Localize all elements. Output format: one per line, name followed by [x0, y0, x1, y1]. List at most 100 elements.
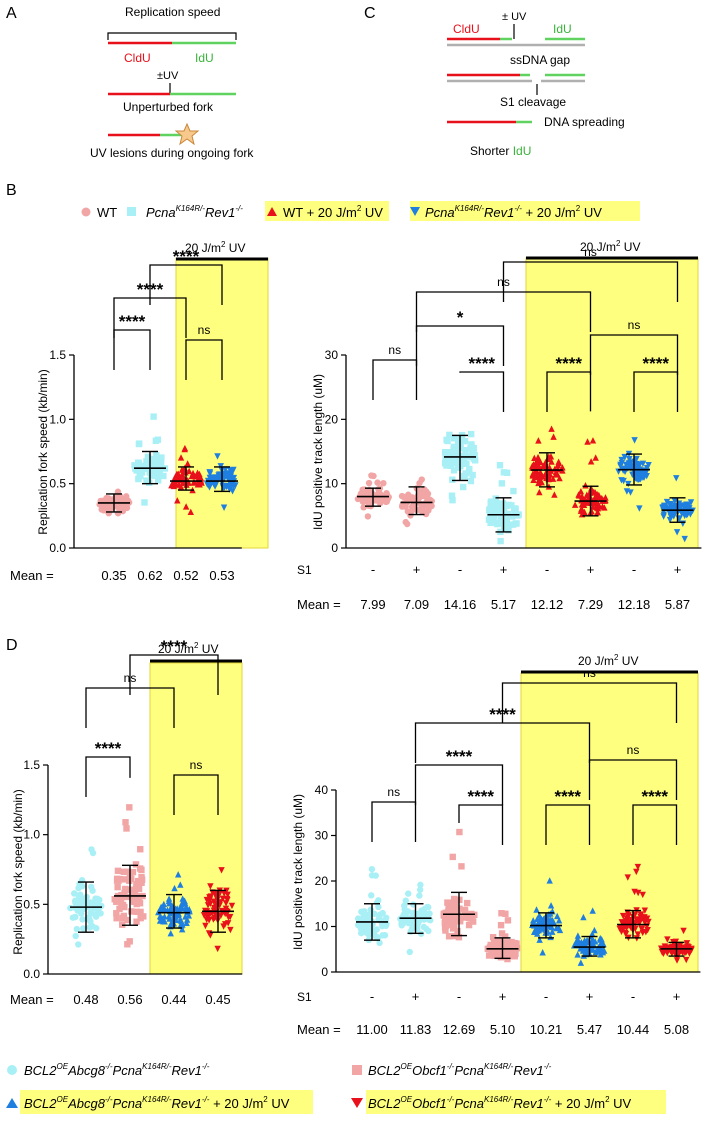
D-left-point: [133, 908, 140, 915]
D-left-point: [128, 908, 135, 915]
B-right-point: [618, 477, 625, 484]
B-left-point: [215, 472, 222, 479]
D-right-point: [677, 941, 684, 948]
lb3-abcg8: Abcg8: [67, 1096, 106, 1111]
D-left-point: [122, 885, 129, 893]
B-right-point: [601, 504, 608, 511]
B-left-point: [230, 474, 238, 482]
D-right-mean-value: 10.44: [617, 1022, 650, 1037]
D-right-point: [469, 911, 476, 919]
B-right-point: [660, 511, 668, 518]
D-right-point: [373, 899, 381, 906]
B-right-mean-value: 5.87: [665, 597, 690, 612]
B-right-point: [489, 518, 496, 525]
B-right-s1-label: S1: [297, 563, 312, 577]
D-right-point: [581, 947, 588, 954]
B-right-sig-label: ns: [628, 318, 641, 332]
D-left-point: [218, 867, 225, 874]
B-right-point: [470, 455, 478, 462]
B-right-ytick-label: 10: [325, 477, 339, 491]
B-left-point: [230, 466, 237, 474]
lb4-pcna-sup: K164R/-: [484, 1095, 514, 1104]
B-right-point: [618, 459, 626, 467]
B-left-point: [143, 462, 150, 469]
D-right-point: [535, 918, 542, 926]
B-right-ylabel: IdU positive track length (uM): [311, 374, 325, 530]
legend-top-combo-pcna-sup: K164R/-: [455, 204, 485, 213]
D-left-point: [207, 900, 214, 907]
lb3-rev: Rev1: [172, 1096, 202, 1111]
B-right-s1-sign: +: [413, 562, 421, 577]
legend-top-wt-uv: WT + 20 J/m2 UV: [283, 204, 383, 220]
B-right-point: [578, 505, 585, 512]
B-right-mean-value: 14.16: [444, 597, 477, 612]
B-right-uv-header-text: 20 J/m: [580, 240, 616, 254]
D-left-plot: 0.00.51.01.50.48 0.56 0.44 0.45****ns****ns: [23, 637, 243, 1007]
D-right-point: [589, 930, 596, 937]
B-right-point: [666, 500, 673, 508]
B-left-point: [210, 480, 217, 488]
lb2-pcna: Pcna: [454, 1063, 484, 1078]
lb4-rev: Rev1: [513, 1096, 543, 1111]
B-right-point: [589, 437, 597, 444]
D-left-point: [138, 879, 145, 886]
B-right-point: [548, 458, 555, 465]
B-left-point: [135, 440, 143, 447]
B-right-point: [487, 510, 494, 518]
D-right-point: [458, 863, 465, 870]
D-left-sig-label: ****: [161, 637, 188, 656]
B-right-s1-sign: +: [674, 562, 682, 577]
B-left-ytick-label: 0.0: [49, 541, 66, 555]
B-right-point: [536, 463, 543, 471]
B-left-point: [158, 454, 165, 461]
B-right-uv-header-sq: 2: [616, 239, 621, 248]
D-right-point: [408, 925, 416, 932]
B-right-point: [503, 515, 510, 523]
D-right-ylabel: IdU positive track length (uM): [291, 794, 305, 950]
D-left-point: [182, 903, 190, 910]
legend-top-pcna-marker: [127, 207, 136, 216]
D-left-point: [87, 909, 94, 916]
D-left-point: [166, 900, 173, 907]
B-right-point: [443, 449, 450, 456]
B-left-plot: 0.00.51.01.50.35 0.62 0.52 0.53************…: [49, 247, 242, 583]
B-right-point: [364, 513, 372, 520]
lb1-oe: OE: [57, 1062, 69, 1071]
D-right-s1-sign: +: [499, 989, 507, 1004]
D-right-point: [539, 949, 546, 956]
B-right-point: [536, 488, 543, 496]
lb4-bcl: BCL2: [368, 1096, 401, 1111]
panel-C-uv-label: ± UV: [502, 11, 527, 23]
B-right-point: [468, 441, 475, 448]
legend-top-wt-uv-text: WT + 20 J/m: [283, 205, 357, 220]
D-right-point: [488, 948, 495, 955]
B-right-sig-label: *: [457, 308, 464, 327]
D-left-point: [207, 893, 215, 900]
B-left-point: [119, 496, 127, 503]
B-right-point: [398, 492, 406, 500]
D-left-point: [133, 900, 140, 908]
B-right-point: [571, 501, 579, 508]
B-right-point: [454, 457, 462, 464]
B-right-point: [496, 462, 504, 469]
B-right-point: [470, 450, 477, 457]
B-right-point: [663, 498, 671, 506]
B-left-sig-label: ****: [119, 312, 146, 331]
B-right-point: [449, 496, 456, 504]
B-left-point: [226, 483, 234, 490]
D-left-mean-value: 0.44: [161, 992, 186, 1007]
D-left-point: [228, 902, 236, 910]
B-right-point: [587, 458, 595, 465]
D-right-point: [376, 913, 383, 920]
D-right-point: [574, 951, 581, 958]
B-left-point: [143, 477, 150, 484]
D-right-point: [465, 921, 473, 929]
B-right-point: [450, 445, 458, 452]
legend-top-combo-rev-sup: -/-: [514, 204, 522, 213]
B-right-point: [578, 501, 586, 508]
B-right-point: [407, 508, 415, 515]
lb1-bcl: BCL2: [24, 1063, 57, 1078]
D-left-point: [207, 932, 214, 939]
legend-bottom-obcf1-marker: [352, 1065, 362, 1075]
legend-top-combo-uv: PcnaK164R/-Rev1-/- + 20 J/m2 UV: [425, 204, 602, 220]
